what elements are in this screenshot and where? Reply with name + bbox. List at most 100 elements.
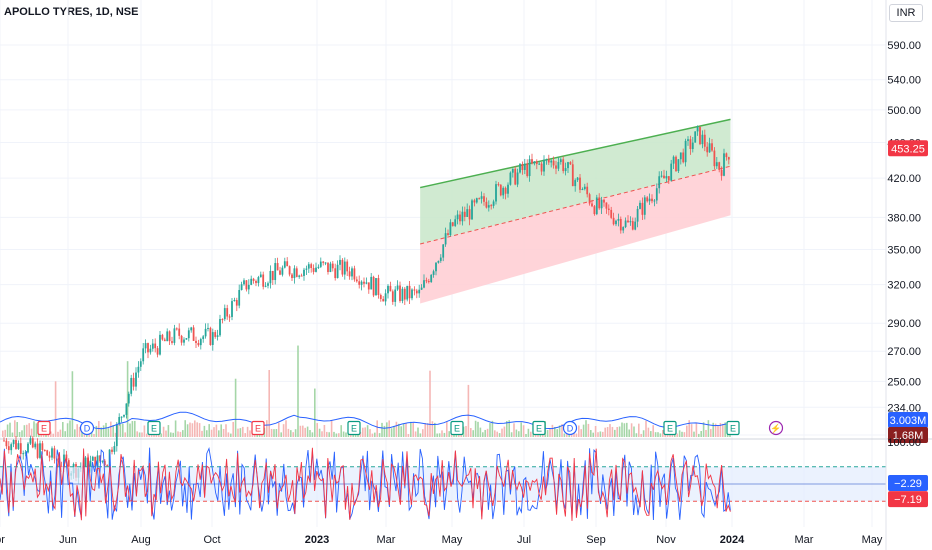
- event-marker: [251, 420, 265, 436]
- candle-body: [574, 180, 577, 187]
- volume-bar: [71, 371, 74, 437]
- time-label: May: [862, 534, 883, 546]
- volume-bar: [110, 421, 112, 437]
- volume-bars: [2, 345, 731, 437]
- event-label: D: [84, 424, 91, 434]
- volume-bar: [59, 429, 62, 437]
- currency-selector[interactable]: INR: [889, 4, 923, 22]
- volume-bar: [710, 429, 712, 437]
- candle-body: [615, 220, 617, 225]
- volume-bar: [316, 423, 318, 437]
- volume-bar: [496, 431, 498, 437]
- volume-bar: [714, 423, 717, 437]
- volume-bar: [573, 431, 575, 437]
- volume-bar: [54, 381, 57, 437]
- volume-ma-line: [0, 411, 727, 430]
- candle-body: [101, 460, 104, 462]
- price-tick: 270.00: [887, 346, 921, 358]
- candle-body: [533, 161, 536, 164]
- candle-body: [499, 184, 502, 196]
- volume-bar: [237, 428, 239, 437]
- candle-body: [151, 343, 154, 349]
- volume-bar: [179, 431, 182, 437]
- volume-bar: [508, 420, 510, 437]
- candle-body: [684, 140, 687, 163]
- volume-bar: [683, 432, 686, 437]
- candle-body: [10, 444, 13, 451]
- volume-bar: [434, 422, 436, 437]
- volume-bar: [136, 431, 138, 437]
- volume-bar: [479, 427, 482, 437]
- volume-bar: [294, 429, 297, 437]
- candle-body: [703, 134, 706, 147]
- candle-body: [610, 209, 613, 218]
- volume-bar: [580, 429, 582, 437]
- candle-body: [310, 264, 313, 269]
- candle-body: [511, 168, 514, 173]
- volume-bar: [702, 422, 705, 437]
- volume-bar: [510, 432, 513, 437]
- volume-bar: [472, 430, 474, 437]
- candle-body: [701, 134, 704, 145]
- volume-bar: [66, 423, 69, 437]
- candle-body: [439, 257, 442, 261]
- volume-bar: [4, 429, 6, 437]
- candle-body: [353, 268, 356, 280]
- volume-bar: [443, 432, 446, 437]
- candle-body: [423, 280, 425, 288]
- candle-body: [183, 339, 185, 343]
- time-label: Mar: [795, 534, 814, 546]
- volume-bar: [623, 423, 626, 437]
- volume-bar: [227, 432, 230, 437]
- candle-body: [130, 377, 133, 394]
- candle-body: [293, 268, 296, 279]
- candle-body: [252, 278, 255, 281]
- volume-bar: [364, 427, 366, 437]
- candle-body: [360, 281, 363, 285]
- channel-top-line: [419, 118, 731, 189]
- volume-bar: [100, 427, 102, 437]
- candle-body: [142, 348, 145, 362]
- event-marker: [663, 420, 677, 436]
- candle-body: [173, 328, 176, 343]
- volume-bar: [652, 425, 654, 437]
- candle-body: [526, 163, 529, 177]
- candle-body: [60, 466, 63, 468]
- volume-ma: [0, 411, 727, 430]
- candle-body: [454, 219, 457, 226]
- candle-body: [586, 186, 589, 195]
- candle-body: [547, 159, 550, 163]
- price-tick: 234.00: [887, 402, 921, 414]
- candle-body: [427, 281, 430, 283]
- volume-bar: [146, 433, 148, 437]
- candle-body: [694, 131, 697, 143]
- volume-bar: [206, 430, 208, 437]
- candle-body: [346, 261, 349, 272]
- candle-body: [286, 261, 289, 267]
- volume-bar: [194, 420, 196, 437]
- volume-bar: [249, 430, 251, 437]
- candle-body: [46, 450, 49, 456]
- volume-bar: [16, 422, 18, 437]
- volume-bar: [513, 423, 515, 437]
- candle-body: [543, 159, 545, 172]
- volume-bar: [614, 429, 616, 437]
- candle-body: [372, 276, 375, 296]
- volume-bar: [628, 429, 630, 437]
- volume-bar: [170, 432, 172, 437]
- volume-bar: [712, 422, 714, 437]
- volume-bar: [676, 433, 678, 437]
- candle-body: [115, 424, 118, 447]
- volume-bar: [230, 433, 232, 437]
- volume-bar: [275, 429, 278, 437]
- volume-bar: [609, 424, 611, 437]
- volume-bar: [311, 432, 314, 437]
- candle-body: [471, 200, 473, 220]
- candle-body: [607, 208, 610, 210]
- volume-bar: [657, 432, 659, 437]
- time-label: pr: [0, 534, 5, 546]
- volume-bar: [602, 431, 604, 437]
- candle-body: [456, 214, 459, 220]
- candle-body: [466, 209, 469, 217]
